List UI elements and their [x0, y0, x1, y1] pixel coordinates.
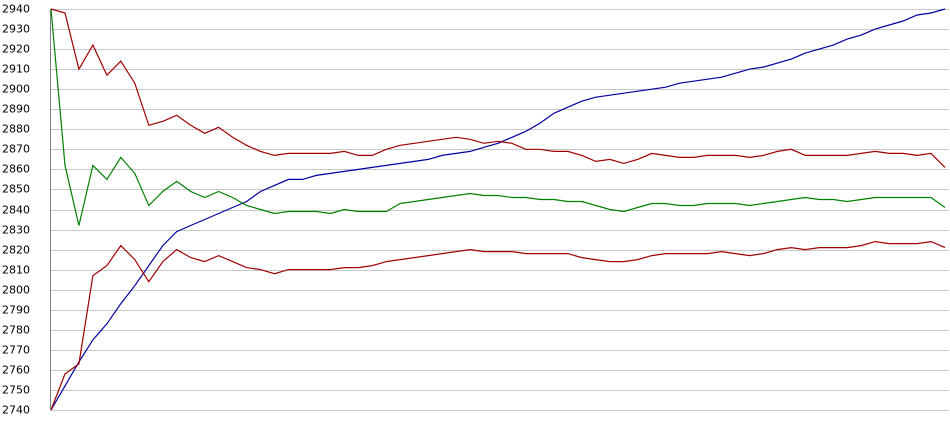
series-line [50, 8, 946, 226]
y-tick-label: 2850 [2, 183, 30, 196]
series-line [50, 8, 946, 411]
y-tick-label: 2760 [2, 364, 30, 377]
y-tick-label: 2880 [2, 123, 30, 136]
y-tick-label: 2740 [2, 404, 30, 417]
y-tick-label: 2780 [2, 324, 30, 337]
y-tick-label: 2940 [2, 3, 30, 16]
y-tick-label: 2810 [2, 264, 30, 277]
y-tick-label: 2800 [2, 284, 30, 297]
series-line [50, 8, 946, 168]
y-tick-label: 2840 [2, 204, 30, 217]
y-tick-label: 2860 [2, 163, 30, 176]
y-tick-label: 2920 [2, 43, 30, 56]
y-tick-label: 2750 [2, 384, 30, 397]
y-tick-label: 2870 [2, 143, 30, 156]
y-tick-label: 2900 [2, 83, 30, 96]
y-tick-label: 2930 [2, 23, 30, 36]
y-tick-label: 2770 [2, 344, 30, 357]
y-tick-label: 2820 [2, 244, 30, 257]
y-tick-label: 2910 [2, 63, 30, 76]
y-tick-label: 2890 [2, 103, 30, 116]
y-tick-label: 2830 [2, 224, 30, 237]
series-line [50, 240, 946, 411]
y-tick-label: 2790 [2, 304, 30, 317]
